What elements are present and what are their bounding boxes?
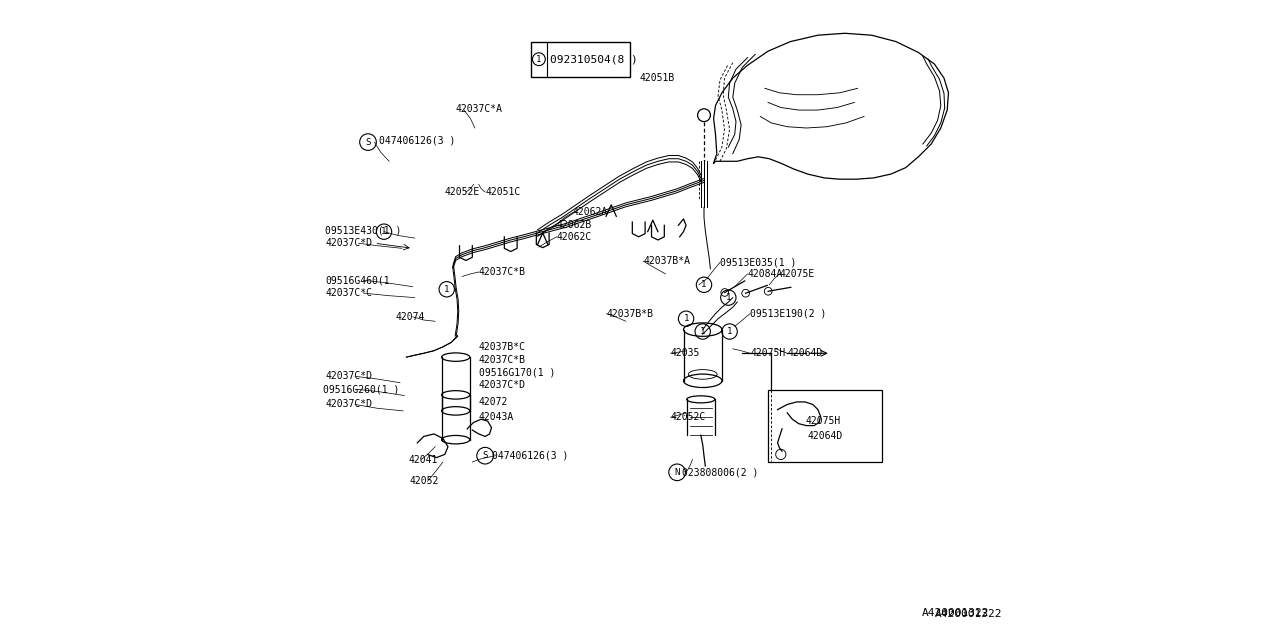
Text: 42062C: 42062C: [557, 232, 593, 242]
Text: 42064D: 42064D: [787, 348, 823, 358]
Text: 1: 1: [727, 327, 732, 336]
Text: 42041: 42041: [408, 454, 438, 465]
Text: 42074: 42074: [396, 312, 425, 322]
Text: 42035: 42035: [671, 348, 700, 358]
Text: 42037C*D: 42037C*D: [325, 238, 372, 248]
Text: 023808006(2 ): 023808006(2 ): [681, 467, 758, 477]
Text: 42037B*A: 42037B*A: [644, 256, 690, 266]
Text: 42084A: 42084A: [748, 269, 783, 279]
Bar: [768, 390, 882, 462]
Text: 092310504(8 ): 092310504(8 ): [550, 54, 639, 64]
Text: 09516G170(1 ): 09516G170(1 ): [479, 367, 556, 378]
Text: 09516G460(1: 09516G460(1: [325, 275, 389, 285]
Text: 1: 1: [536, 54, 541, 64]
Text: 1: 1: [726, 293, 731, 302]
Text: 42075H: 42075H: [750, 348, 786, 358]
Text: 42037C*D: 42037C*D: [325, 399, 372, 410]
Text: 42037C*A: 42037C*A: [456, 104, 503, 114]
Text: A420001322: A420001322: [934, 609, 1002, 620]
Text: 42062B: 42062B: [557, 220, 593, 230]
Text: 1: 1: [444, 285, 449, 294]
Text: 42075H: 42075H: [805, 416, 841, 426]
Text: 1: 1: [701, 280, 707, 289]
Bar: [531, 42, 631, 77]
Text: 1: 1: [700, 327, 705, 336]
Text: 42072: 42072: [479, 397, 508, 407]
Text: 42062A: 42062A: [573, 207, 608, 218]
Text: 42075E: 42075E: [780, 269, 815, 279]
Text: 42037C*D: 42037C*D: [325, 371, 372, 381]
Text: 42064D: 42064D: [808, 431, 844, 442]
Text: 09513E430(1 ): 09513E430(1 ): [325, 225, 402, 236]
Text: 1: 1: [684, 314, 689, 323]
Text: 047406126(3 ): 047406126(3 ): [379, 136, 456, 146]
Text: 42037C*B: 42037C*B: [479, 355, 526, 365]
Text: 42052: 42052: [410, 476, 439, 486]
Text: 09516G260(1 ): 09516G260(1 ): [323, 384, 399, 394]
Text: 42037B*B: 42037B*B: [607, 308, 654, 319]
Text: A420001322: A420001322: [922, 608, 989, 618]
Text: 42052C: 42052C: [671, 412, 707, 422]
Text: 42043A: 42043A: [479, 412, 515, 422]
Text: S: S: [483, 451, 488, 460]
Text: 42037B*C: 42037B*C: [479, 342, 526, 352]
Text: S: S: [365, 138, 371, 147]
Text: 42052E: 42052E: [445, 187, 480, 197]
Text: 42037C*D: 42037C*D: [479, 380, 526, 390]
Text: 42037C*C: 42037C*C: [325, 288, 372, 298]
Text: 1: 1: [381, 227, 387, 236]
Text: 047406126(3 ): 047406126(3 ): [492, 451, 568, 461]
Text: 42051C: 42051C: [485, 187, 521, 197]
Text: 09513E035(1 ): 09513E035(1 ): [719, 257, 796, 268]
Text: 09513E190(2 ): 09513E190(2 ): [750, 308, 827, 319]
Text: 42037C*B: 42037C*B: [479, 267, 526, 277]
Text: 42051B: 42051B: [640, 73, 676, 83]
Text: N: N: [675, 468, 680, 477]
